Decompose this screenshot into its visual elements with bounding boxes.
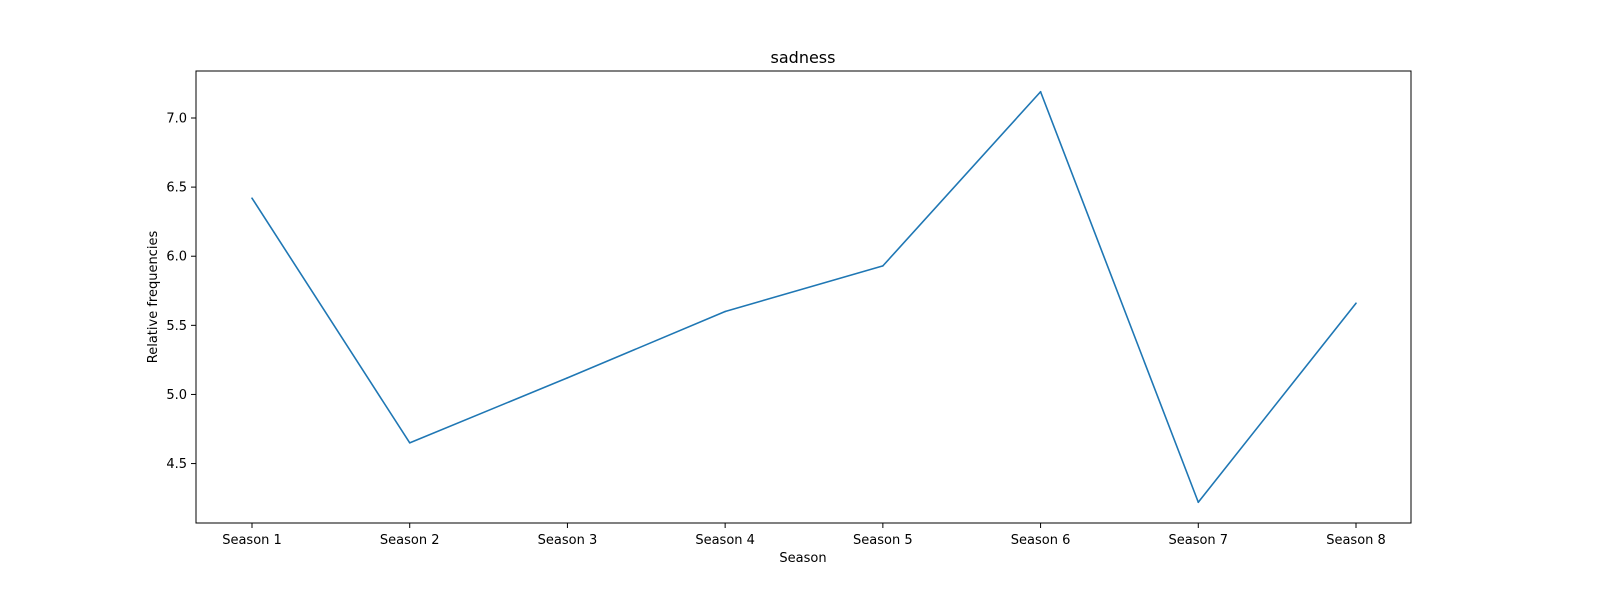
series-line xyxy=(251,90,1357,504)
x-tick-label: Season 1 xyxy=(222,533,282,548)
y-tick-label: 5.5 xyxy=(166,319,187,334)
data-point xyxy=(1039,90,1042,93)
x-tick-label: Season 4 xyxy=(695,533,755,548)
x-tick-label: Season 2 xyxy=(380,533,440,548)
chart-title: sadness xyxy=(771,48,836,67)
x-tick-label: Season 8 xyxy=(1326,533,1386,548)
plot-frame xyxy=(195,70,1412,524)
y-axis: 4.5 5.0 5.5 6.0 6.5 7.0 xyxy=(166,111,196,472)
y-tick-label: 6.0 xyxy=(166,250,187,265)
x-tick-label: Season 6 xyxy=(1011,533,1071,548)
x-tick-label: Season 3 xyxy=(538,533,598,548)
data-point xyxy=(1355,302,1357,305)
x-tick-label: Season 5 xyxy=(853,533,913,548)
y-tick-label: 5.0 xyxy=(166,388,187,403)
y-tick-label: 7.0 xyxy=(166,111,187,126)
plot-area xyxy=(251,90,1357,504)
data-point xyxy=(1197,501,1200,504)
x-axis: Season 1 Season 2 Season 3 Season 4 Season 5… xyxy=(222,523,1386,548)
y-tick-label: 4.5 xyxy=(166,457,187,472)
y-tick-label: 6.5 xyxy=(166,181,187,196)
data-point xyxy=(251,197,253,199)
y-axis-label: Relative frequencies xyxy=(146,231,161,364)
data-point xyxy=(882,265,884,267)
data-point xyxy=(408,442,411,444)
x-tick-label: Season 7 xyxy=(1168,533,1228,548)
data-point xyxy=(724,310,726,313)
x-axis-label: Season xyxy=(779,551,826,566)
data-point xyxy=(566,377,569,379)
